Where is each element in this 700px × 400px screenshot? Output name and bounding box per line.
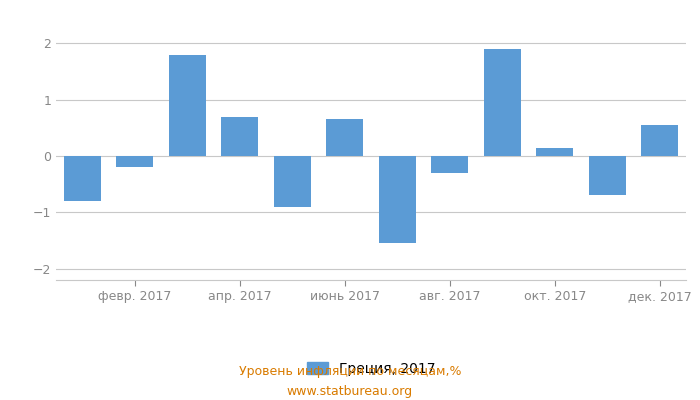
Text: Уровень инфляции по месяцам,%: Уровень инфляции по месяцам,% xyxy=(239,366,461,378)
Legend: Греция, 2017: Греция, 2017 xyxy=(301,356,441,382)
Bar xyxy=(589,156,626,196)
Bar xyxy=(274,156,311,207)
Bar xyxy=(431,156,468,173)
Bar xyxy=(379,156,416,243)
Bar xyxy=(641,125,678,156)
Bar xyxy=(169,54,206,156)
Bar xyxy=(64,156,101,201)
Bar xyxy=(116,156,153,167)
Bar xyxy=(536,148,573,156)
Bar xyxy=(326,119,363,156)
Text: www.statbureau.org: www.statbureau.org xyxy=(287,386,413,398)
Bar xyxy=(221,116,258,156)
Bar xyxy=(484,49,521,156)
